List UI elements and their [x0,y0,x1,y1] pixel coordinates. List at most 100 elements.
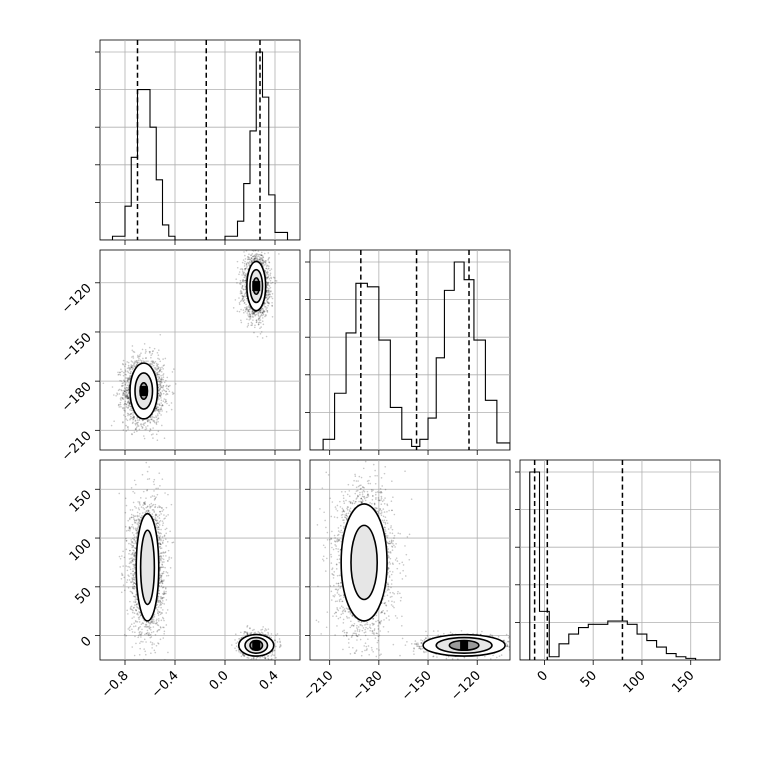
sample-point [269,290,272,293]
sample-point [259,253,261,256]
histogram-2 [520,471,720,660]
sample-point [164,551,166,554]
sample-point [266,287,269,289]
sample-point [136,425,139,427]
sample-point [255,321,258,323]
sample-point [262,307,264,310]
sample-point [259,317,261,319]
sample-point [160,392,163,395]
sample-point [253,258,255,261]
sample-point [133,625,135,628]
sample-point [119,557,122,560]
sample-point [148,478,151,480]
sample-point [249,308,251,311]
sample-point [247,314,249,316]
sample-point [245,308,248,310]
sample-point [133,622,135,624]
sample-point [165,400,168,403]
sample-point [246,318,248,320]
sample-point [247,261,250,264]
sample-point [120,389,122,391]
sample-point [140,423,142,426]
sample-point [128,378,131,381]
sample-point [121,574,123,576]
sample-point [119,403,122,406]
sample-point [167,651,169,654]
sample-point [165,532,168,535]
sample-point [251,313,254,315]
sample-point [262,323,265,326]
sample-point [249,315,251,318]
panel-frame [309,249,511,451]
sample-point [247,305,250,307]
sample-point [157,406,160,409]
sample-point [145,653,147,656]
sample-point [248,260,251,263]
sample-point [255,319,258,322]
sample-point [259,260,261,263]
sample-point [151,350,154,353]
sample-point [128,562,131,565]
sample-point [122,371,125,374]
sample-point [125,392,127,394]
sample-point [270,295,273,298]
sample-point [161,378,163,380]
sample-point [243,280,246,282]
sample-point [133,362,135,365]
sample-point [151,504,154,507]
sample-point [265,259,267,262]
sample-point [259,315,261,318]
sample-point [160,377,163,379]
sample-point [258,319,260,321]
sample-point [265,267,268,270]
sample-point [264,315,266,318]
sample-point [250,254,253,256]
sample-point [155,405,158,408]
sample-point [145,621,148,624]
sample-point [143,343,146,345]
sample-point [259,311,261,314]
sample-point [242,288,245,291]
sample-point [157,409,160,411]
sample-point [242,309,245,311]
sample-point [115,394,117,397]
sample-point [134,361,137,364]
sample-point [158,369,161,371]
sample-point [260,250,262,251]
sample-point [135,364,138,367]
sample-point [130,360,133,362]
sample-point [130,543,132,545]
sample-point [248,258,250,261]
sample-point [125,396,128,398]
sample-point [241,286,243,289]
sample-point [247,258,249,261]
sample-point [159,392,162,394]
sample-point [130,366,133,369]
sample-point [245,250,248,252]
sample-point [155,522,158,525]
sample-point [156,365,158,367]
sample-point [133,550,135,552]
sample-point [252,312,254,315]
sample-point [247,310,249,312]
sample-point [140,634,142,636]
sample-point [266,273,269,275]
sample-point [159,381,161,384]
sample-point [267,268,269,270]
sample-point [155,373,158,375]
sample-point [158,472,161,474]
sample-point [243,301,246,304]
sample-point [136,419,139,421]
sample-point [133,364,135,367]
sample-point [157,417,159,420]
sample-point [158,383,161,386]
sample-point [116,393,119,396]
density-peak [139,385,148,396]
sample-point [239,283,242,285]
sample-point [150,354,153,356]
sample-point [153,454,155,456]
sample-point [153,421,156,424]
sample-point [150,505,152,508]
sample-point [163,437,166,440]
sample-point [153,420,156,422]
